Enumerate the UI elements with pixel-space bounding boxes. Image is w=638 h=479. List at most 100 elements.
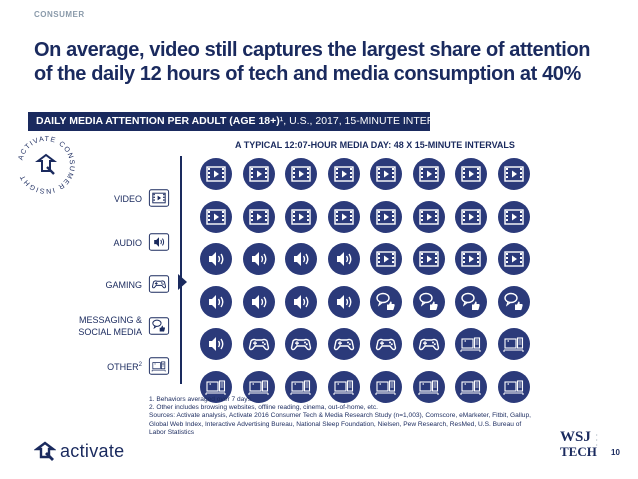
audio-icon xyxy=(294,252,309,267)
gaming-icon xyxy=(290,339,312,351)
grid-cell-messaging xyxy=(412,285,445,318)
grid-cell-gaming xyxy=(242,328,275,361)
gamepad-icon xyxy=(148,275,170,293)
video-icon xyxy=(291,208,311,225)
video-icon xyxy=(206,208,226,225)
other-icon xyxy=(375,380,396,395)
footnotes: 1. Behaviors averaged over 7 days. 2. Ot… xyxy=(149,396,539,437)
grid-cell-gaming xyxy=(412,328,445,361)
legend-item: AUDIO xyxy=(40,228,170,256)
other-icon xyxy=(460,380,481,395)
other-icon xyxy=(460,337,481,353)
video-icon xyxy=(248,166,269,182)
video-icon xyxy=(376,166,396,182)
grid-cell-video xyxy=(285,158,317,190)
legend-label: GAMING xyxy=(105,278,142,290)
messaging-icon xyxy=(376,292,395,310)
legend-label: AUDIO xyxy=(113,236,142,248)
grid-cell-other xyxy=(455,371,487,403)
grid-cell-video xyxy=(455,158,487,190)
legend-item: MESSAGING & SOCIAL MEDIA xyxy=(40,312,170,340)
activate-logo-icon xyxy=(34,441,56,461)
audio-icon xyxy=(209,294,224,309)
legend-label-sup: 2 xyxy=(138,362,142,368)
video-icon xyxy=(503,208,524,225)
grid-cell-video xyxy=(200,158,232,190)
video-icon xyxy=(461,251,481,267)
video-icon xyxy=(333,208,354,225)
gaming-icon xyxy=(418,339,439,351)
grid-cell-audio xyxy=(327,243,360,276)
banner-rest: ¹, U.S., 2017, 15-MINUTE INTERVALS xyxy=(279,115,461,127)
video-icon xyxy=(418,208,439,225)
grid-cell-video xyxy=(285,200,317,233)
audio-icon xyxy=(209,252,224,267)
video-icon xyxy=(461,208,481,225)
video-icon xyxy=(291,166,311,182)
wsj-logo-bottom: TECH xyxy=(560,444,597,459)
grid-cell-other xyxy=(370,371,402,403)
activate-logo: activate xyxy=(34,440,124,462)
grid-cell-other xyxy=(327,371,360,403)
grid-cell-video xyxy=(412,243,445,276)
other-icon xyxy=(503,337,523,353)
wsj-logo-side-mark: • • • xyxy=(596,432,598,447)
grid-cell-video xyxy=(370,243,402,276)
grid-cell-video xyxy=(242,158,275,190)
video-icon xyxy=(376,208,396,225)
grid-cell-video xyxy=(455,243,487,276)
legend-label-text: VIDEO xyxy=(113,194,142,204)
legend-label-text: MESSAGING & SOCIAL MEDIA xyxy=(78,315,142,337)
grid-cell-video xyxy=(200,200,232,233)
other-icon xyxy=(248,380,268,395)
video-icon xyxy=(503,251,524,267)
chart-banner: DAILY MEDIA ATTENTION PER ADULT (AGE 18+… xyxy=(28,112,460,131)
messaging-icon xyxy=(418,292,438,310)
grid-cell-video xyxy=(327,200,360,233)
grid-cell-audio xyxy=(285,285,317,318)
other-icon xyxy=(290,380,311,395)
legend-label: MESSAGING & SOCIAL MEDIA xyxy=(78,315,142,337)
grid-cell-audio xyxy=(200,285,232,318)
divider-line xyxy=(180,156,182,384)
grid-cell-audio xyxy=(327,285,360,318)
gaming-icon xyxy=(375,339,397,351)
grid-cell-other xyxy=(497,328,530,361)
audio-icon xyxy=(209,337,224,352)
grid-cell-video xyxy=(497,200,530,233)
other-icon xyxy=(418,380,438,395)
legend-item: VIDEO xyxy=(40,184,170,212)
grid-cell-gaming xyxy=(370,328,402,361)
audio-icon xyxy=(294,294,309,309)
grid-cell-video xyxy=(497,243,530,276)
video-icon xyxy=(376,251,396,267)
grid-cell-audio xyxy=(200,243,232,276)
audio-icon xyxy=(336,252,351,267)
legend-label-text: OTHER xyxy=(107,362,139,372)
legend-item: OTHER2 xyxy=(40,352,170,380)
section-tag: CONSUMER xyxy=(34,10,85,19)
video-icon xyxy=(248,208,269,225)
other-icon xyxy=(205,380,226,395)
grid-cell-audio xyxy=(285,243,317,276)
grid-cell-other xyxy=(285,371,317,403)
grid-cell-audio xyxy=(200,328,232,361)
legend-label: OTHER2 xyxy=(107,360,142,372)
video-icon xyxy=(206,166,226,182)
video-icon xyxy=(148,189,170,207)
grid-cell-video xyxy=(370,158,402,190)
audio-icon xyxy=(148,233,170,251)
messaging-icon xyxy=(503,292,523,310)
footnote-2: 2. Other includes browsing websites, off… xyxy=(149,404,378,412)
activate-insight-badge: ACTIVATE CONSUMER INSIGHT xyxy=(17,136,73,194)
grid-cell-gaming xyxy=(285,328,317,361)
grid-cell-audio xyxy=(242,285,275,318)
video-icon xyxy=(418,251,439,267)
grid-cell-other xyxy=(242,371,275,403)
grid-cell-video xyxy=(242,200,275,233)
legend-label: VIDEO xyxy=(114,192,142,204)
audio-icon xyxy=(336,294,351,309)
video-icon xyxy=(461,166,481,182)
other-icon xyxy=(148,357,170,375)
other-icon xyxy=(503,380,523,395)
